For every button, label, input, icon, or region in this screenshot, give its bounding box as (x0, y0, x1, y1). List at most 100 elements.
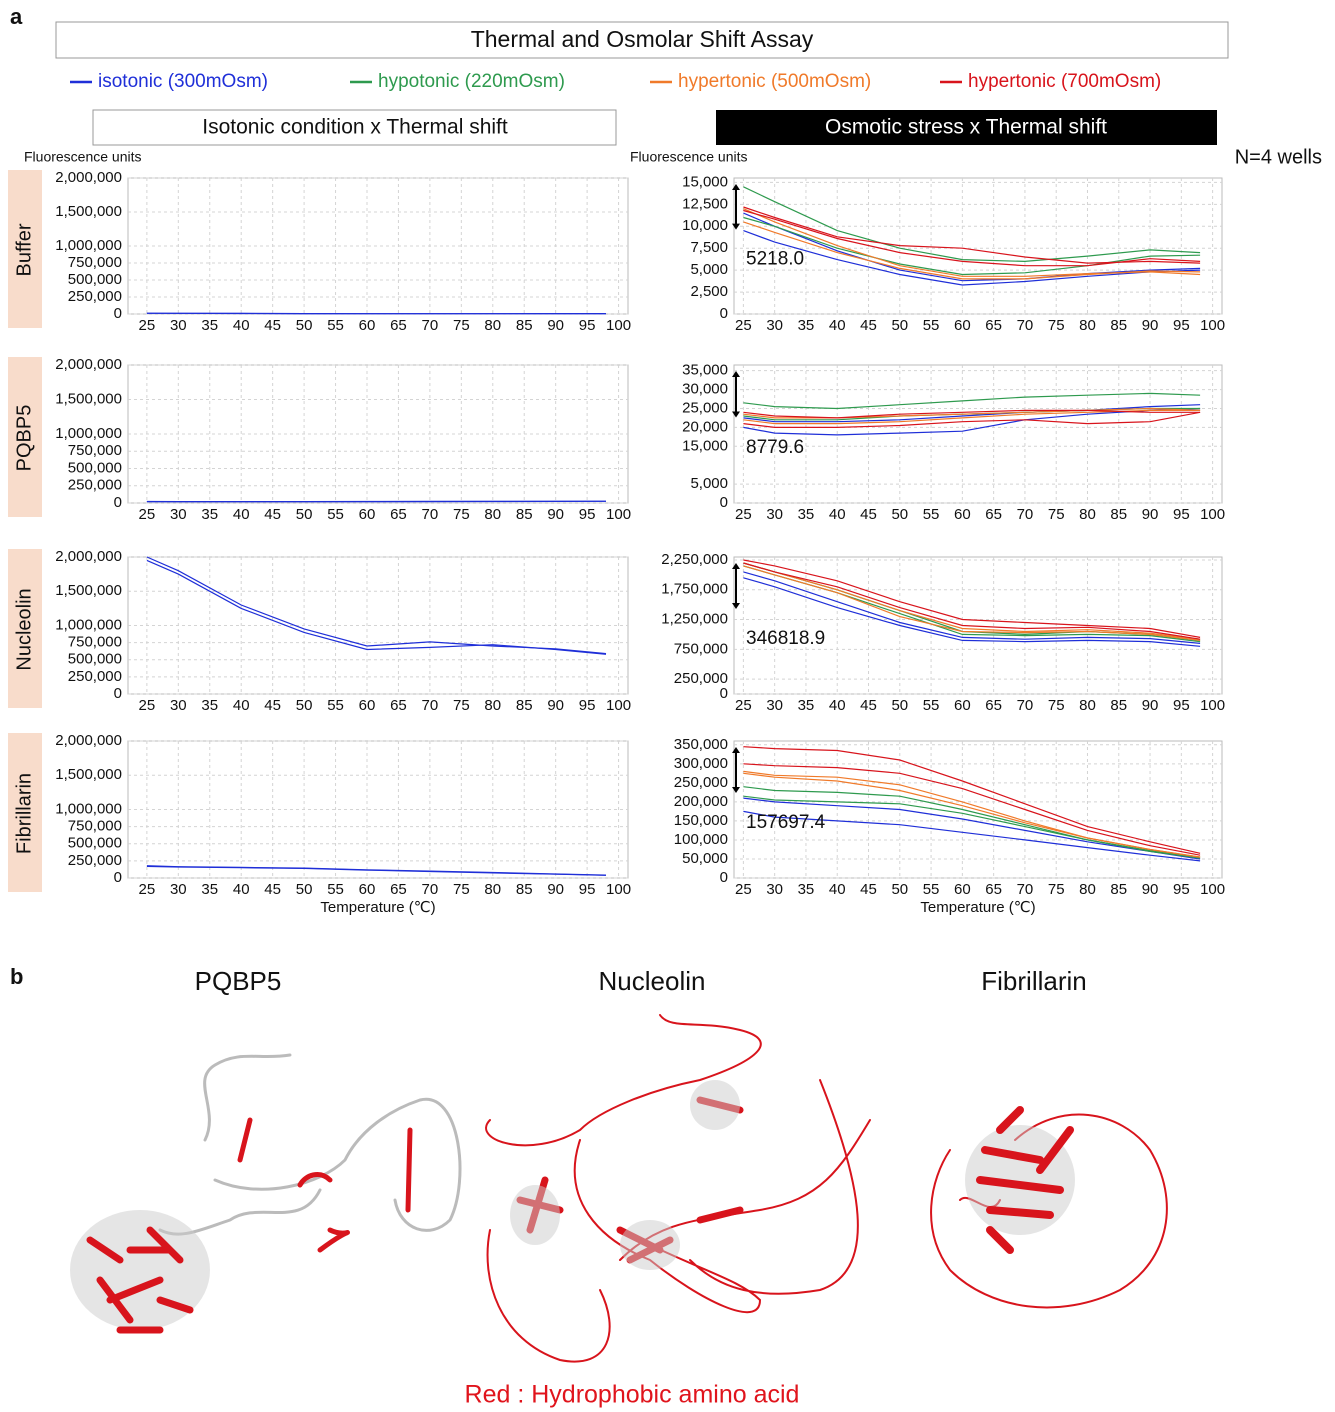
y-tick-label: 500,000 (68, 271, 122, 288)
arrow-head (732, 747, 740, 753)
x-tick-label: 50 (296, 506, 313, 523)
x-tick-label: 95 (579, 317, 596, 334)
y-axis-label: Fluorescence units (24, 149, 142, 165)
x-tick-label: 40 (233, 317, 250, 334)
y-tick-label: 0 (720, 869, 728, 886)
protein-structures (70, 1015, 1167, 1362)
x-tick-label: 95 (579, 506, 596, 523)
x-tick-label: 70 (1017, 697, 1034, 714)
x-tick-label: 95 (1173, 317, 1190, 334)
y-tick-label: 0 (114, 869, 122, 886)
x-tick-label: 25 (139, 317, 156, 334)
y-tick-label: 0 (114, 685, 122, 702)
y-tick-label: 1,750,000 (661, 581, 728, 598)
x-tick-label: 45 (860, 317, 877, 334)
x-tick-label: 45 (264, 881, 281, 898)
y-tick-label: 750,000 (68, 634, 122, 651)
x-tick-label: 60 (954, 697, 971, 714)
x-tick-label: 60 (359, 697, 376, 714)
y-tick-label: 2,000,000 (55, 169, 122, 186)
x-tick-label: 75 (1048, 697, 1065, 714)
x-tick-label: 75 (1048, 881, 1065, 898)
arrow-head (732, 603, 740, 609)
x-tick-label: 25 (735, 881, 752, 898)
y-tick-label: 2,000,000 (55, 732, 122, 749)
data-line (743, 747, 1200, 854)
x-tick-label: 40 (233, 881, 250, 898)
data-line (743, 213, 1200, 281)
arrow-head (732, 184, 740, 190)
x-tick-label: 65 (985, 881, 1002, 898)
x-tick-label: 60 (359, 506, 376, 523)
y-tick-label: 2,000,000 (55, 356, 122, 373)
x-tick-label: 65 (390, 881, 407, 898)
x-tick-label: 75 (453, 506, 470, 523)
x-tick-label: 60 (954, 317, 971, 334)
x-tick-label: 90 (547, 697, 564, 714)
y-tick-label: 15,000 (682, 437, 728, 454)
column-title: Isotonic condition x Thermal shift (202, 116, 508, 139)
x-axis-label: Temperature (℃) (920, 899, 1035, 916)
x-tick-label: 50 (891, 881, 908, 898)
x-tick-label: 70 (422, 881, 439, 898)
x-tick-label: 85 (1110, 881, 1127, 898)
x-tick-label: 25 (139, 881, 156, 898)
x-tick-label: 80 (484, 506, 501, 523)
y-tick-label: 250,000 (674, 774, 728, 791)
y-tick-label: 200,000 (674, 793, 728, 810)
x-tick-label: 30 (170, 506, 187, 523)
x-tick-label: 80 (1079, 697, 1096, 714)
arrow-head (732, 787, 740, 793)
y-axis-label: Fluorescence units (630, 149, 748, 165)
data-line (147, 866, 606, 875)
note: N=4 wells (1235, 146, 1322, 168)
x-tick-label: 30 (766, 697, 783, 714)
x-tick-label: 50 (296, 881, 313, 898)
data-line (743, 187, 1200, 262)
y-tick-label: 500,000 (68, 835, 122, 852)
x-tick-label: 80 (1079, 881, 1096, 898)
y-tick-label: 250,000 (68, 477, 122, 494)
x-tick-label: 50 (891, 506, 908, 523)
x-tick-label: 35 (201, 317, 218, 334)
arrow-head (732, 371, 740, 377)
data-line (147, 560, 606, 654)
x-tick-label: 30 (170, 697, 187, 714)
y-tick-label: 7,500 (690, 239, 728, 256)
x-tick-label: 60 (359, 317, 376, 334)
x-tick-label: 65 (390, 506, 407, 523)
x-tick-label: 50 (296, 697, 313, 714)
x-tick-label: 30 (766, 317, 783, 334)
x-tick-label: 75 (1048, 317, 1065, 334)
y-tick-label: 50,000 (682, 850, 728, 867)
annotation: 5218.0 (746, 249, 804, 270)
x-tick-label: 65 (390, 697, 407, 714)
x-tick-label: 95 (1173, 506, 1190, 523)
x-tick-label: 55 (327, 506, 344, 523)
x-tick-label: 70 (422, 317, 439, 334)
y-tick-label: 750,000 (68, 442, 122, 459)
row-label: PQBP5 (13, 405, 35, 472)
data-line (743, 393, 1200, 408)
y-tick-label: 350,000 (674, 736, 728, 753)
y-tick-label: 0 (720, 494, 728, 511)
y-tick-label: 0 (720, 685, 728, 702)
arrow-head (732, 563, 740, 569)
y-tick-label: 750,000 (68, 818, 122, 835)
x-tick-label: 25 (735, 506, 752, 523)
x-tick-label: 45 (860, 506, 877, 523)
figure: a Thermal and Osmolar Shift Assay Isoton… (0, 0, 1335, 1412)
x-tick-label: 80 (1079, 317, 1096, 334)
y-tick-label: 250,000 (674, 670, 728, 687)
x-tick-label: 40 (233, 506, 250, 523)
x-tick-label: 60 (954, 506, 971, 523)
legend-label: hypertonic (700mOsm) (968, 71, 1161, 92)
x-tick-label: 25 (735, 697, 752, 714)
y-tick-label: 300,000 (674, 755, 728, 772)
annotation: 157697.4 (746, 812, 826, 833)
row-label: Buffer (13, 223, 35, 276)
y-tick-label: 35,000 (682, 362, 728, 379)
x-tick-label: 100 (606, 697, 631, 714)
y-tick-label: 0 (720, 305, 728, 322)
x-tick-label: 40 (829, 317, 846, 334)
